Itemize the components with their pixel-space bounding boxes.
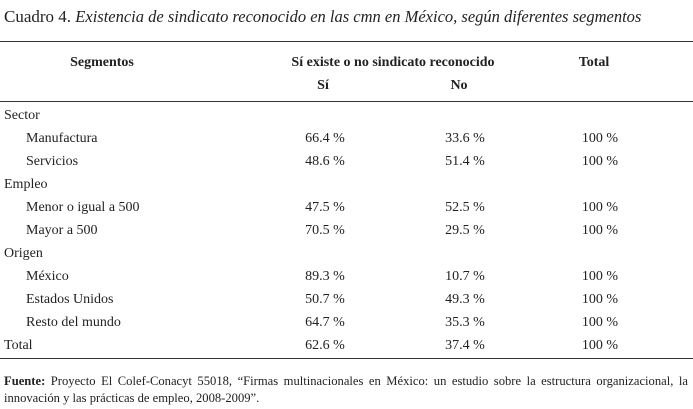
cell: 37.4 % [445,338,485,353]
cell: 35.3 % [445,315,485,330]
cell: 100 % [581,154,619,169]
cell: 52.5 % [445,200,485,215]
cell: 64.7 % [305,315,345,330]
title-text: Existencia de sindicato reconocido en la… [75,7,642,26]
header-rule [0,101,693,102]
footnote: Fuente: Proyecto El Colef-Conacyt 55018,… [4,373,688,407]
row-label: Servicios [26,154,79,169]
cell: 70.5 % [305,223,345,238]
cell: 89.3 % [305,269,345,284]
cell: 49.3 % [445,292,485,307]
header-total: Total [578,55,610,70]
cell: 100 % [581,269,619,284]
header-segments: Segmentos [70,55,134,70]
section-label: Sector [4,108,40,123]
row-label: Resto del mundo [26,315,121,330]
cell: 66.4 % [305,131,345,146]
section-label: Empleo [4,177,48,192]
cell: 100 % [581,315,619,330]
row-label: Manufactura [26,131,98,146]
row-label: Mayor a 500 [26,223,98,238]
cell: 48.6 % [305,154,345,169]
top-rule [0,41,693,42]
row-label: Estados Unidos [26,292,114,307]
total-label: Total [4,338,33,353]
cell: 100 % [581,200,619,215]
cell: 47.5 % [305,200,345,215]
header-no: No [450,78,468,93]
cell: 100 % [581,292,619,307]
section-label: Origen [4,246,43,261]
cell: 100 % [581,338,619,353]
title-label: Cuadro 4. [4,7,72,26]
cell: 29.5 % [445,223,485,238]
cell: 100 % [581,223,619,238]
cell: 62.6 % [305,338,345,353]
footnote-text: Proyecto El Colef-Conacyt 55018, “Firmas… [4,374,688,405]
row-label: México [26,269,69,284]
table-title: Cuadro 4. Existencia de sindicato recono… [4,7,641,27]
cell: 100 % [581,131,619,146]
cell: 10.7 % [445,269,485,284]
bottom-rule [0,358,693,359]
footnote-label: Fuente: [4,374,46,388]
cell: 51.4 % [445,154,485,169]
row-label: Menor o igual a 500 [26,200,140,215]
header-si: Sí [317,78,329,93]
cell: 50.7 % [305,292,345,307]
cell: 33.6 % [445,131,485,146]
header-group: Sí existe o no sindicato reconocido [291,55,495,70]
